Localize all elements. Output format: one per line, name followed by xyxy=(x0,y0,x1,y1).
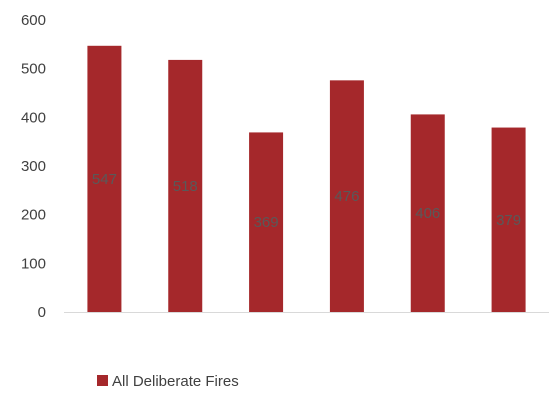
y-tick-label: 600 xyxy=(21,12,46,29)
legend: All Deliberate Fires xyxy=(97,373,239,390)
y-tick-label: 200 xyxy=(21,207,46,224)
legend-label: All Deliberate Fires xyxy=(112,373,239,390)
data-label: 369 xyxy=(254,214,279,231)
y-tick-label: 0 xyxy=(38,304,46,321)
bar xyxy=(410,114,445,312)
data-label: 476 xyxy=(334,188,359,205)
y-tick-label: 300 xyxy=(21,158,46,175)
data-labels: 547 518 369 476 406 379 xyxy=(92,171,521,231)
y-tick-label: 400 xyxy=(21,109,46,126)
bar xyxy=(168,59,203,313)
bar xyxy=(329,80,364,312)
y-tick-label: 100 xyxy=(21,255,46,272)
bar xyxy=(87,45,122,312)
bars xyxy=(87,45,526,313)
data-label: 379 xyxy=(496,212,521,229)
data-label: 518 xyxy=(173,178,198,195)
y-tick-label: 500 xyxy=(21,61,46,78)
legend-swatch xyxy=(97,375,108,386)
bar xyxy=(491,127,526,312)
data-label: 406 xyxy=(415,205,440,222)
data-label: 547 xyxy=(92,171,117,188)
y-axis-tick-labels: 0 100 200 300 400 500 600 xyxy=(21,12,46,321)
bar xyxy=(249,132,284,312)
